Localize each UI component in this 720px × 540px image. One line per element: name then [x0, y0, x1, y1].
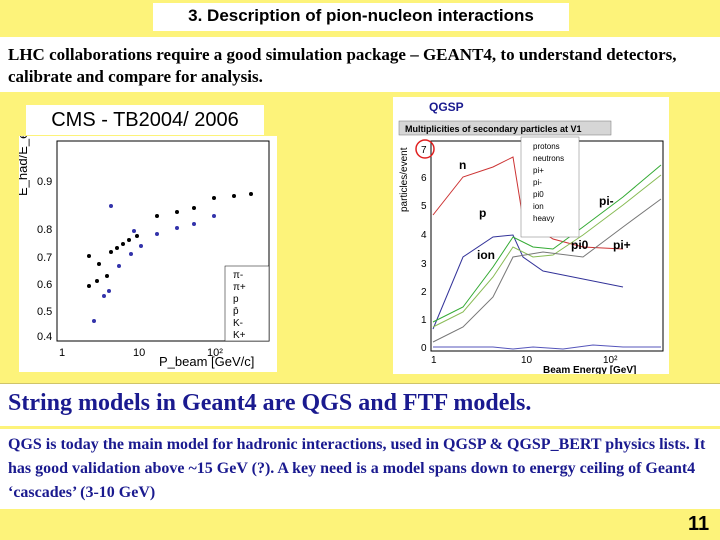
left-legend-item: p — [233, 294, 239, 305]
right-plot-title-box — [398, 120, 612, 136]
right-plot-title: Multiplicities of secondary particles at… — [405, 124, 582, 134]
label-ion: ion — [477, 248, 495, 262]
body-box — [0, 429, 720, 509]
curve-heavy — [433, 344, 661, 350]
left-xlabel: P_beam [GeV/c] — [159, 354, 254, 369]
right-plot-header: QGSP — [429, 100, 464, 114]
right-ytick: 6 — [421, 173, 427, 184]
label-n: n — [459, 158, 466, 172]
page-number: 11 — [688, 513, 710, 535]
right-ylabel: particles/event — [399, 147, 410, 212]
right-xtick: 10 — [521, 355, 533, 366]
label-pi-minus: pi- — [599, 194, 614, 208]
right-legend-item: pi- — [533, 178, 542, 187]
right-ytick: 5 — [421, 201, 427, 212]
left-ytick: 0.5 — [37, 306, 52, 318]
left-plot-frame — [56, 140, 270, 342]
right-legend-item: protons — [533, 142, 560, 151]
right-ytick: 4 — [421, 230, 427, 241]
left-ytick: 0.9 — [37, 176, 52, 188]
right-legend-item: neutrons — [533, 154, 564, 163]
intro-box — [0, 37, 720, 92]
label-pi-plus: pi+ — [613, 238, 631, 252]
right-xlabel: Beam Energy [GeV] — [543, 365, 636, 374]
right-xtick: 10² — [603, 355, 618, 366]
right-legend-item: ion — [533, 202, 544, 211]
right-ytick: 0 — [421, 343, 427, 354]
left-xtick: 10 — [133, 347, 145, 359]
left-plot-svg: 0.9 0.8 0.7 0.6 0.5 0.4 1 10 10² E_had/E… — [15, 129, 270, 369]
right-ytick: 2 — [421, 287, 427, 298]
left-ytick: 0.6 — [37, 279, 52, 291]
left-legend-item: π- — [233, 270, 243, 281]
left-xtick: 10² — [207, 347, 223, 359]
left-yticks: 0.9 0.8 0.7 0.6 0.5 0.4 — [37, 176, 52, 343]
right-ytick: 3 — [421, 259, 427, 270]
curve-neutrons — [432, 156, 624, 250]
left-legend-item: p̄ — [233, 306, 239, 317]
left-ylabel: E_had/E_el — [19, 136, 30, 196]
left-xtick: 1 — [59, 347, 65, 359]
label-p: p — [479, 206, 486, 220]
left-legend — [224, 265, 270, 342]
right-ytick: 7 — [421, 145, 427, 156]
body-text: QGS is today the main model for hadronic… — [8, 436, 706, 501]
left-plot: 0.9 0.8 0.7 0.6 0.5 0.4 1 10 10² E_had/E… — [15, 129, 277, 372]
left-points — [87, 192, 253, 323]
cms-label: CMS - TB2004/ 2006 — [26, 105, 264, 135]
slide-title: 3. Description of pion-nucleon interacti… — [188, 6, 534, 25]
left-legend-item: K- — [233, 318, 243, 329]
right-legend-item: pi0 — [533, 190, 544, 199]
right-ytick: 1 — [421, 315, 427, 326]
right-xtick: 1 — [431, 355, 437, 366]
left-legend-item: π+ — [233, 282, 246, 293]
right-legend-item: pi+ — [533, 166, 544, 175]
right-plot-svg: QGSP Multiplicities of secondary particl… — [398, 100, 664, 376]
curve-pi-minus — [432, 174, 662, 328]
left-ytick: 0.7 — [37, 252, 52, 264]
curve-pi-plus — [432, 164, 662, 323]
section-title: String models in Geant4 are QGS and FTF … — [8, 390, 532, 416]
right-legend-item: heavy — [533, 214, 554, 223]
highlight-circle — [415, 139, 435, 159]
left-ytick: 0.4 — [37, 331, 52, 343]
right-plot: QGSP Multiplicities of secondary particl… — [393, 97, 669, 376]
right-legend — [520, 136, 580, 238]
left-legend-item: K+ — [233, 330, 246, 341]
curve-protons — [432, 234, 624, 330]
curve-pi0 — [432, 198, 662, 343]
left-ytick: 0.8 — [37, 224, 52, 236]
title-box: 3. Description of pion-nucleon interacti… — [153, 3, 569, 31]
intro-text: LHC collaborations require a good simula… — [8, 45, 677, 86]
section-title-box — [0, 383, 720, 426]
label-pi0: pi0 — [571, 238, 589, 252]
